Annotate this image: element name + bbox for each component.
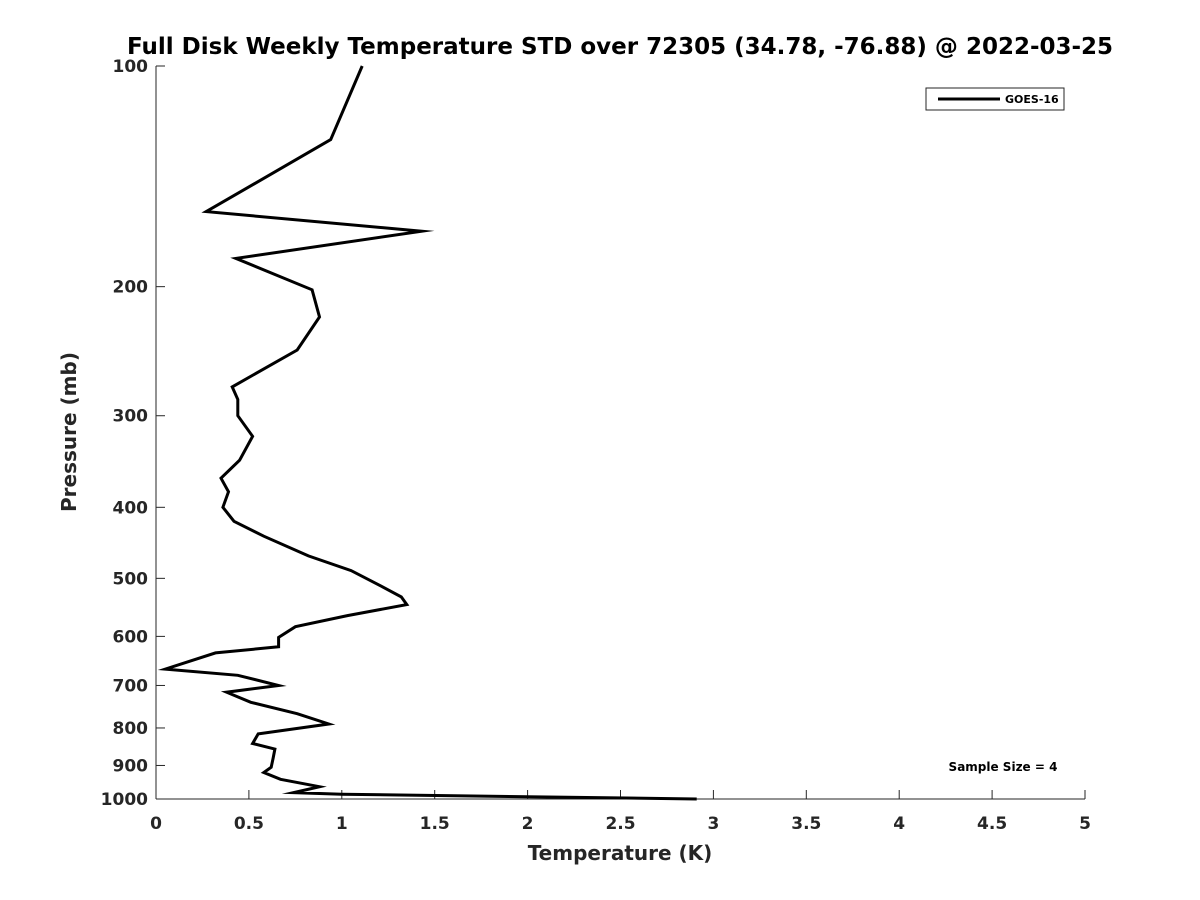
x-tick-label: 3.5 [791, 814, 821, 834]
x-tick-label: 2.5 [605, 814, 635, 834]
x-tick-label: 4 [893, 814, 905, 834]
y-tick-label: 900 [113, 756, 149, 776]
y-axis: 100 200 300 400 500 600 700 800 900 1000 [101, 57, 165, 810]
series-line-goes-16 [157, 65, 697, 801]
x-tick-label: 4.5 [977, 814, 1007, 834]
x-tick-label: 3 [707, 814, 719, 834]
sample-size-annotation: Sample Size = 4 [949, 760, 1058, 774]
legend-label-goes16: GOES-16 [1005, 93, 1059, 106]
y-tick-label: 600 [113, 627, 149, 647]
x-tick-label: 5 [1079, 814, 1091, 834]
x-tick-label: 2 [522, 814, 534, 834]
y-tick-label: 700 [113, 676, 149, 696]
series-layer [157, 65, 697, 801]
x-tick-label: 0 [150, 814, 162, 834]
y-tick-label: 400 [113, 498, 149, 518]
x-axis: 0 0.5 1 1.5 2 2.5 3 3.5 4 4.5 5 [150, 790, 1091, 834]
y-tick-label: 200 [113, 278, 149, 298]
y-tick-label: 500 [113, 569, 149, 589]
y-tick-label: 300 [113, 407, 149, 427]
x-tick-label: 1.5 [420, 814, 450, 834]
x-tick-label: 1 [336, 814, 348, 834]
x-tick-label: 0.5 [234, 814, 264, 834]
y-tick-label: 1000 [101, 790, 148, 810]
y-tick-label: 800 [113, 719, 149, 739]
legend: GOES-16 [925, 87, 1065, 111]
plot-area [155, 66, 1085, 800]
chart-title: Full Disk Weekly Temperature STD over 72… [127, 34, 1113, 60]
y-tick-label: 100 [113, 57, 149, 77]
x-axis-label: Temperature (K) [528, 841, 713, 865]
y-axis-label: Pressure (mb) [57, 352, 81, 512]
